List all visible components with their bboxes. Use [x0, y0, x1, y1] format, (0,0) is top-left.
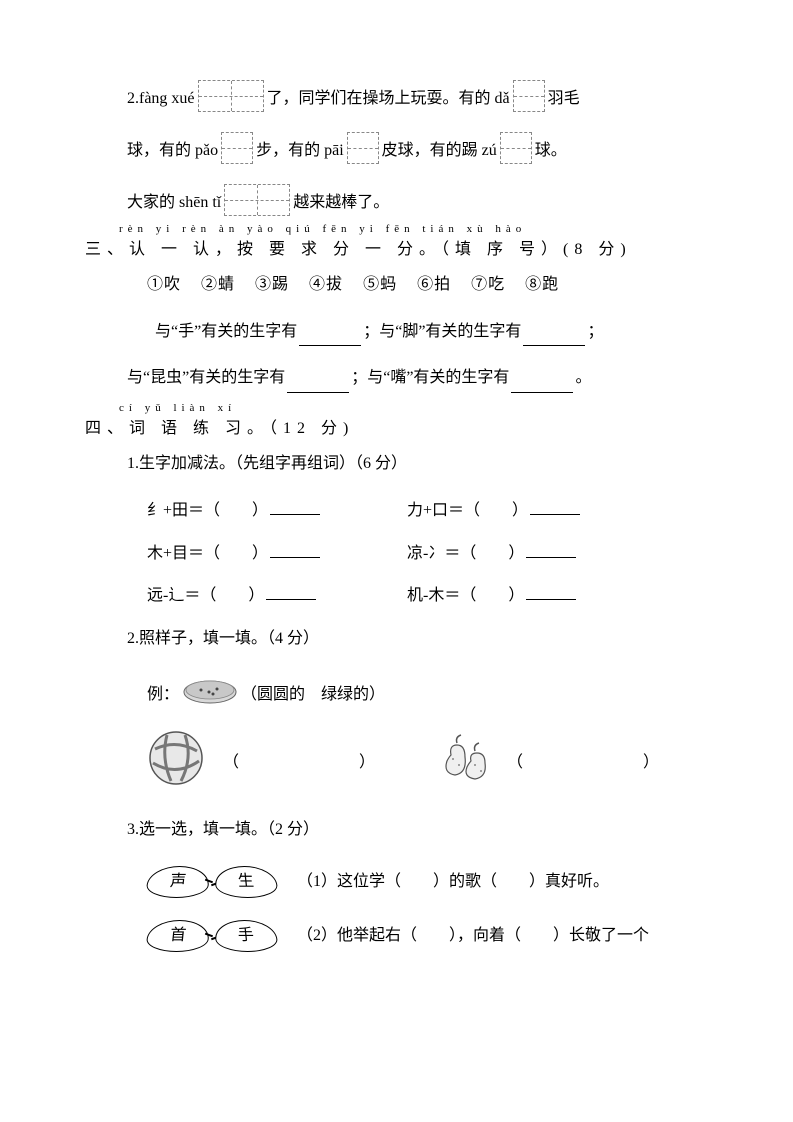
q3-r2b: ；与“嘴”有关的生字有: [351, 364, 509, 393]
fill-blank[interactable]: [526, 540, 576, 558]
fill-blank[interactable]: [526, 582, 576, 600]
paren-close: ）: [643, 749, 659, 778]
ball-icon: [147, 729, 205, 798]
leaf-pair-1: 声 生: [147, 862, 277, 902]
q4-1-row1: 纟+田＝（ ） 力+口＝（ ）: [147, 497, 708, 526]
paren-close: ）: [359, 749, 375, 778]
option-4: ④拔: [309, 271, 343, 300]
q4-3-row2: 首 手 （2）他举起右（ ），向着（ ）长敬了一个: [147, 916, 708, 956]
option-2: ②蜻: [201, 271, 235, 300]
q3-r2c: 。: [575, 364, 591, 393]
q4-heading: cí yǔ liàn xí 四、词 语 练 习。（12 分): [85, 415, 708, 444]
q3-options: ①吹 ②蜻 ③踢 ④拔 ⑤蚂 ⑥拍 ⑦吃 ⑧跑: [147, 271, 708, 300]
q2-l2d: 球。: [535, 137, 567, 166]
q4-1-row2: 木+目＝（ ） 凉-冫＝（ ）: [147, 540, 708, 569]
q3-r2a: 与“昆虫”有关的生字有: [127, 364, 285, 393]
option-1: ①吹: [147, 271, 181, 300]
option-8: ⑧跑: [525, 271, 559, 300]
q2-l3a: 大家的 shēn tǐ: [127, 189, 221, 218]
fill-blank[interactable]: [530, 497, 580, 515]
q4-1-r: 机-木＝（ ）: [407, 587, 524, 604]
q4-2-items: （ ） （ ）: [147, 729, 708, 798]
option-5: ⑤蚂: [363, 271, 397, 300]
leaf-left: 声: [145, 866, 210, 898]
fill-blank[interactable]: [523, 328, 585, 346]
q2-l3b: 越来越棒了。: [293, 189, 389, 218]
fill-blank[interactable]: [299, 328, 361, 346]
q4-3-s2: （2）他举起右（ ），向着（ ）长敬了一个: [297, 922, 649, 951]
q4-pinyin: cí yǔ liàn xí: [119, 399, 236, 419]
char-box[interactable]: [513, 80, 545, 112]
leaf-right: 生: [213, 866, 278, 898]
q4-3-s1: （1）这位学（ ）的歌（ ）真好听。: [297, 868, 609, 897]
option-7: ⑦吃: [471, 271, 505, 300]
q4-1-l: 木+目＝（ ）: [147, 545, 268, 562]
q4-1-l: 纟+田＝（ ）: [147, 502, 268, 519]
option-3: ③踢: [255, 271, 289, 300]
paren-open: （: [223, 749, 239, 778]
fill-blank[interactable]: [511, 375, 573, 393]
q3-r1b: ；与“脚”有关的生字有: [363, 318, 521, 347]
q3-title: 三、认 一 认，按 要 求 分 一 分。（填 序 号）(8 分): [85, 236, 708, 265]
q2-l2c: 皮球，有的踢 zú: [382, 137, 497, 166]
fill-blank[interactable]: [287, 375, 349, 393]
char-box[interactable]: [221, 132, 253, 164]
q2-l2b: 步，有的 pāi: [256, 137, 344, 166]
leaf-right: 手: [213, 920, 278, 952]
q3-row1: 与“手”有关的生字有 ；与“脚”有关的生字有 ；: [155, 318, 708, 347]
char-box[interactable]: [347, 132, 379, 164]
example-text: （圆圆的 绿绿的）: [241, 681, 385, 710]
fill-blank[interactable]: [270, 540, 320, 558]
q2-t1: 了，同学们在操场上玩耍。有的 dǎ: [267, 85, 510, 114]
q2-line3: 大家的 shēn tǐ 越来越棒了。: [127, 184, 708, 218]
q3-r1c: ；: [587, 318, 603, 347]
q3-r1a: 与“手”有关的生字有: [155, 318, 297, 347]
q2-l2a: 球，有的 pǎo: [127, 137, 218, 166]
char-box[interactable]: [500, 132, 532, 164]
example-label: 例：: [147, 681, 179, 710]
q3-row2: 与“昆虫”有关的生字有 ；与“嘴”有关的生字有 。: [127, 364, 708, 393]
paren-open: （: [507, 749, 523, 778]
q4-2-example: 例： （圆圆的 绿绿的）: [147, 672, 708, 719]
q2-prefix: 2.fàng xué: [127, 85, 195, 114]
leaf-left: 首: [145, 920, 210, 952]
q4-title: 四、词 语 练 习。（12 分): [85, 415, 708, 444]
q2-line1: 2.fàng xué 了，同学们在操场上玩耍。有的 dǎ 羽毛: [127, 80, 708, 114]
char-box[interactable]: [224, 184, 290, 216]
q4-1-r: 力+口＝（ ）: [407, 502, 528, 519]
fill-blank[interactable]: [266, 582, 316, 600]
pears-icon: [435, 729, 495, 798]
q4-sub1: 1.生字加减法。（先组字再组词）（6 分）: [127, 450, 708, 479]
q4-1-l: 远-辶＝（ ）: [147, 587, 264, 604]
q2-line2: 球，有的 pǎo 步，有的 pāi 皮球，有的踢 zú 球。: [127, 132, 708, 166]
q2-t2: 羽毛: [548, 85, 580, 114]
option-6: ⑥拍: [417, 271, 451, 300]
q4-1-grid: 纟+田＝（ ） 力+口＝（ ） 木+目＝（ ） 凉-冫＝（ ） 远-辶＝（ ） …: [147, 497, 708, 611]
q4-1-r: 凉-冫＝（ ）: [407, 545, 524, 562]
leaf-pair-2: 首 手: [147, 916, 277, 956]
q3-pinyin: rèn yi rèn àn yào qiú fēn yi fēn tián xù…: [119, 220, 526, 240]
q4-sub3: 3.选一选，填一填。（2 分）: [127, 816, 708, 845]
fill-blank[interactable]: [270, 497, 320, 515]
q4-3-row1: 声 生 （1）这位学（ ）的歌（ ）真好听。: [147, 862, 708, 902]
q4-sub2: 2.照样子，填一填。（4 分）: [127, 625, 708, 654]
q4-1-row3: 远-辶＝（ ） 机-木＝（ ）: [147, 582, 708, 611]
watermelon-slice-icon: [179, 672, 241, 719]
q3-heading: rèn yi rèn àn yào qiú fēn yi fēn tián xù…: [85, 236, 708, 265]
char-box[interactable]: [198, 80, 264, 112]
